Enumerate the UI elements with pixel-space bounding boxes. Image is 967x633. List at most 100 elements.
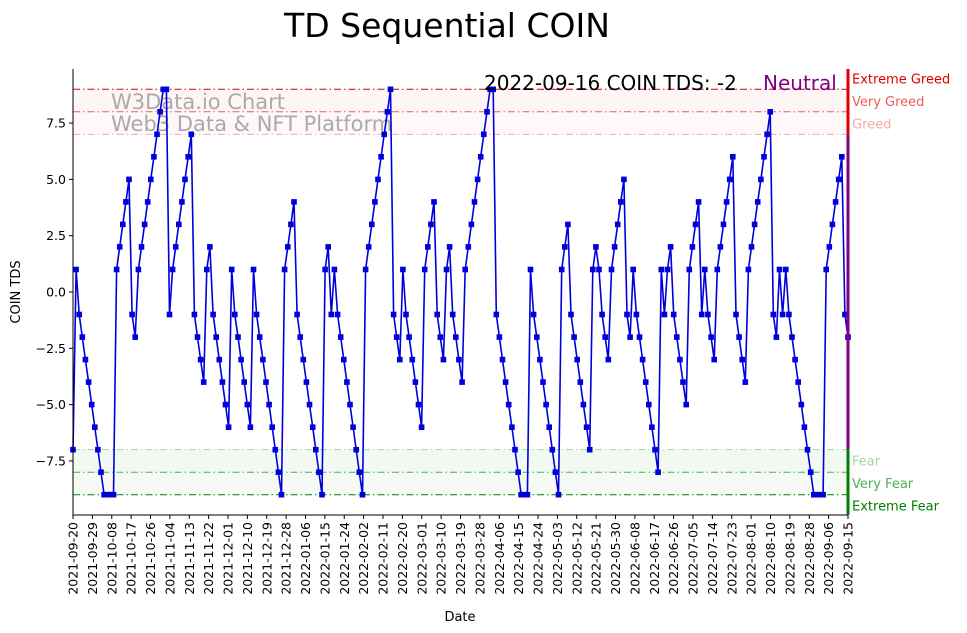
data-point bbox=[213, 334, 219, 340]
data-point bbox=[618, 199, 624, 205]
x-tick-label: 2021-10-17 bbox=[124, 522, 139, 595]
x-tick-label: 2021-12-28 bbox=[279, 522, 294, 595]
data-point bbox=[674, 334, 680, 340]
data-point bbox=[306, 401, 313, 408]
data-point bbox=[558, 266, 565, 273]
data-point bbox=[708, 334, 714, 340]
data-point bbox=[481, 131, 487, 138]
data-point bbox=[565, 221, 571, 228]
data-point bbox=[207, 244, 213, 250]
data-point bbox=[586, 446, 593, 453]
data-point bbox=[347, 401, 353, 408]
data-point bbox=[677, 356, 683, 363]
data-point bbox=[228, 266, 235, 273]
tds-series bbox=[70, 86, 851, 498]
data-point bbox=[110, 491, 117, 498]
data-point bbox=[658, 266, 665, 273]
data-point bbox=[263, 379, 269, 385]
data-point bbox=[138, 244, 145, 250]
data-point bbox=[680, 379, 686, 385]
data-point bbox=[219, 379, 226, 385]
data-point bbox=[253, 311, 260, 318]
data-point bbox=[256, 334, 263, 340]
data-point bbox=[313, 446, 319, 453]
data-point bbox=[151, 154, 157, 160]
data-point bbox=[773, 334, 780, 340]
data-point bbox=[250, 266, 257, 273]
data-point bbox=[555, 491, 562, 498]
data-point bbox=[204, 266, 210, 273]
data-point bbox=[431, 199, 437, 205]
data-point bbox=[723, 199, 730, 205]
data-point bbox=[437, 334, 444, 340]
data-point bbox=[835, 176, 842, 183]
x-tick-label: 2021-11-22 bbox=[201, 522, 216, 595]
data-point bbox=[260, 356, 266, 363]
data-point bbox=[278, 491, 285, 498]
data-point bbox=[197, 356, 204, 363]
data-point bbox=[546, 424, 552, 430]
data-point bbox=[412, 379, 419, 385]
data-point bbox=[79, 334, 86, 340]
data-point bbox=[179, 199, 185, 205]
data-point bbox=[415, 401, 422, 408]
x-tick-label: 2022-08-01 bbox=[744, 522, 759, 595]
data-point bbox=[549, 446, 556, 453]
data-point bbox=[443, 266, 450, 273]
x-tick-label: 2021-12-01 bbox=[221, 522, 236, 595]
x-ticks: 2021-09-20 2021-09-29 2021-10-08 2021-10-17… bbox=[66, 515, 856, 595]
data-point bbox=[471, 199, 478, 205]
chart-title: TD Sequential COIN bbox=[283, 6, 610, 45]
data-point bbox=[294, 311, 300, 318]
data-point bbox=[686, 266, 693, 273]
data-point bbox=[661, 311, 668, 318]
data-point bbox=[425, 244, 431, 250]
zone-label: Extreme Fear bbox=[852, 500, 940, 515]
data-point bbox=[200, 379, 207, 385]
data-point bbox=[783, 266, 789, 273]
x-tick-label: 2021-09-29 bbox=[85, 522, 100, 595]
y-tick-label: 5.0 bbox=[46, 172, 66, 187]
zone-bands bbox=[73, 89, 848, 495]
data-point bbox=[652, 446, 658, 453]
data-point bbox=[107, 491, 114, 498]
data-point bbox=[225, 424, 232, 430]
zone-band bbox=[73, 449, 848, 473]
y-tick-label: 7.5 bbox=[46, 116, 66, 131]
data-point bbox=[761, 154, 767, 160]
data-point bbox=[325, 244, 331, 250]
data-point bbox=[132, 334, 138, 340]
data-point bbox=[664, 266, 671, 273]
data-point bbox=[530, 311, 537, 318]
data-point bbox=[826, 244, 833, 250]
x-tick-label: 2022-08-19 bbox=[782, 522, 797, 595]
data-point bbox=[702, 266, 708, 273]
data-point bbox=[459, 379, 465, 385]
data-point bbox=[611, 244, 618, 250]
data-point bbox=[786, 311, 792, 318]
data-point bbox=[123, 199, 129, 205]
data-point bbox=[798, 401, 805, 408]
data-point bbox=[344, 379, 350, 385]
data-point bbox=[163, 86, 170, 93]
date-annotation: 2022-09-16 COIN TDS: -2 bbox=[484, 71, 737, 95]
data-point bbox=[515, 469, 521, 475]
data-point bbox=[720, 221, 727, 228]
data-point bbox=[182, 176, 188, 183]
x-tick-label: 2022-07-05 bbox=[686, 522, 701, 595]
data-point bbox=[365, 244, 372, 250]
y-tick-label: 2.5 bbox=[46, 228, 66, 243]
data-point bbox=[814, 491, 820, 498]
x-tick-label: 2021-10-26 bbox=[143, 522, 158, 595]
x-tick-label: 2022-04-06 bbox=[492, 522, 507, 595]
data-point bbox=[590, 266, 596, 273]
data-point bbox=[524, 491, 531, 498]
data-point bbox=[188, 131, 195, 138]
data-point bbox=[462, 266, 468, 273]
data-point bbox=[303, 379, 310, 385]
x-tick-label: 2022-05-21 bbox=[589, 522, 604, 595]
data-point bbox=[418, 424, 425, 430]
data-point bbox=[487, 86, 493, 93]
data-point bbox=[583, 424, 590, 430]
